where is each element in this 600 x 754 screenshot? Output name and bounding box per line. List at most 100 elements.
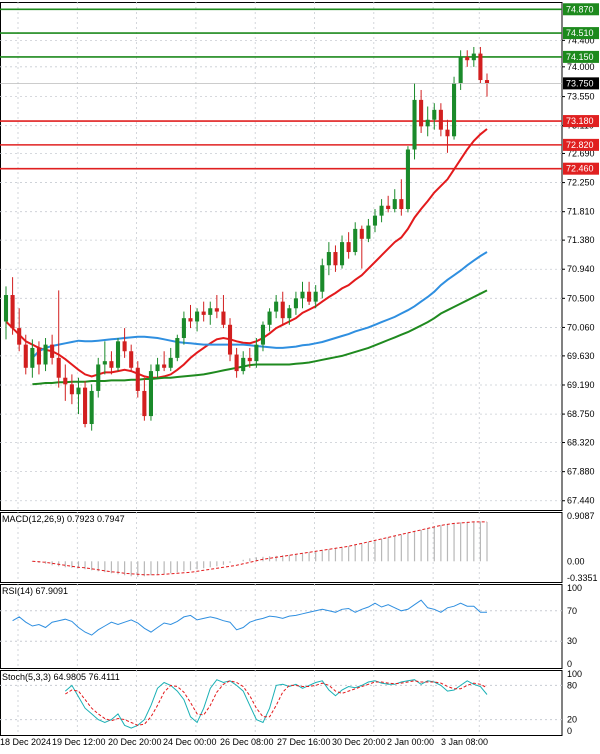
macd-tick-label: -0.3351 — [567, 573, 598, 583]
current-price-label: 73.750 — [566, 78, 594, 88]
candle-body — [339, 242, 345, 266]
price-tick-label: 74.000 — [567, 62, 595, 72]
price-tick-label: 68.750 — [567, 409, 595, 419]
candle-body — [372, 215, 378, 226]
candle-body — [366, 225, 371, 239]
candle-body — [221, 311, 226, 325]
price-tick-label: 67.880 — [567, 467, 595, 477]
candle-body — [254, 344, 259, 362]
price-tick-label: 73.550 — [567, 92, 595, 102]
resistance-label: 74.150 — [566, 52, 594, 62]
price-tick-label: 72.690 — [567, 148, 595, 158]
candle-body — [471, 53, 476, 61]
macd-label: MACD(12,26,9) 0.7923 0.7947 — [2, 514, 125, 524]
time-axis-label: 19 Dec 12:00 — [52, 737, 106, 747]
stoch-signal-line — [65, 680, 488, 726]
rsi-tick-label: 100 — [567, 583, 582, 593]
resistance-label-bg — [563, 27, 599, 40]
candle-body — [287, 308, 292, 319]
support-label: 72.820 — [566, 140, 594, 150]
candle-body — [353, 228, 358, 253]
candle-body — [109, 361, 114, 368]
rsi-label: RSI(14) 67.9091 — [2, 586, 68, 596]
resistance-label: 74.510 — [566, 28, 594, 38]
resistance-label-bg — [563, 3, 599, 16]
candle-body — [234, 354, 239, 372]
candle-body — [379, 205, 384, 216]
candle-body — [267, 311, 272, 325]
candle-body — [333, 252, 338, 266]
candle-body — [247, 357, 252, 362]
rsi-tick-label: 70 — [567, 606, 577, 616]
candle-body — [313, 291, 318, 302]
candle-body — [399, 199, 404, 210]
time-axis-label: 24 Dec 00:00 — [163, 737, 217, 747]
stoch-tick-label: 80 — [567, 680, 577, 690]
candle-body — [96, 364, 101, 391]
candle-body — [320, 265, 325, 292]
ma-slow-line — [32, 289, 488, 386]
stoch-tick-label: 20 — [567, 715, 577, 725]
resistance-label: 74.870 — [566, 4, 594, 14]
price-tick-label: 70.940 — [567, 264, 595, 274]
candle-body — [135, 367, 140, 391]
candle-body — [201, 311, 206, 315]
panel-frame-macd — [0, 512, 563, 583]
candle-body — [293, 298, 298, 309]
candle-body — [50, 344, 55, 358]
price-tick-label: 67.440 — [567, 496, 595, 506]
macd-signal-line — [32, 521, 487, 576]
time-axis-label: 3 Jan 08:00 — [441, 737, 488, 747]
support-label: 73.180 — [566, 116, 594, 126]
candle-body — [359, 228, 364, 239]
candle-body — [122, 341, 127, 352]
support-label-bg — [563, 162, 599, 175]
price-tick-label: 70.500 — [567, 293, 595, 303]
candle-body — [280, 301, 285, 319]
macd-tick-label: 0.00 — [567, 556, 585, 566]
candle-body — [386, 205, 391, 210]
candle-body — [346, 242, 351, 253]
candle-body — [162, 364, 167, 368]
candle-body — [115, 341, 121, 368]
rsi-tick-label: 0 — [567, 659, 572, 669]
candle-body — [208, 308, 213, 315]
candle-body — [17, 328, 22, 345]
candle-body — [274, 301, 279, 312]
current-price-label-bg — [563, 77, 599, 90]
candle-body — [102, 361, 107, 365]
time-axis-label: 26 Dec 08:00 — [220, 737, 274, 747]
candle-body — [30, 347, 35, 368]
candle-body — [438, 109, 443, 130]
ma-mid-line — [31, 251, 488, 359]
candle-body — [326, 252, 331, 266]
candle-body — [432, 109, 437, 120]
candle-body — [155, 364, 160, 372]
candle-body — [195, 311, 200, 322]
price-tick-label: 71.380 — [567, 235, 595, 245]
candle-body — [175, 338, 180, 358]
candle-body — [83, 387, 88, 425]
support-label: 72.460 — [566, 164, 594, 174]
candle-body — [142, 390, 147, 417]
time-axis-label: 20 Dec 20:00 — [108, 737, 162, 747]
resistance-label-bg — [563, 50, 599, 63]
candle-body — [63, 377, 68, 385]
support-label-bg — [563, 138, 599, 151]
price-tick-label: 68.320 — [567, 438, 595, 448]
candle-body — [3, 295, 9, 322]
candle-body — [465, 56, 470, 61]
candle-body — [300, 291, 305, 299]
candle-body — [214, 308, 219, 312]
candle-body — [392, 199, 397, 210]
time-axis-label: 30 Dec 20:00 — [332, 737, 386, 747]
candle-body — [458, 56, 463, 84]
candle-body — [260, 324, 266, 345]
candle-body — [36, 347, 41, 365]
candle-body — [452, 83, 457, 137]
macd-tick-label: 0.9087 — [567, 511, 595, 521]
candle-body — [188, 318, 193, 322]
